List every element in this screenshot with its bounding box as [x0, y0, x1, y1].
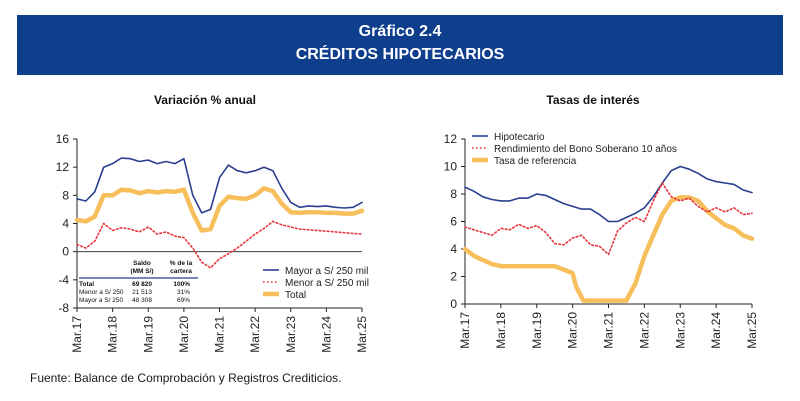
x-tick-label: Mar.20: [177, 316, 191, 353]
y-tick-label: 6: [450, 215, 457, 229]
inset-cell: Mayor a S/ 250: [79, 297, 123, 304]
series-line-2: [76, 220, 363, 269]
x-tick-label: Mar.21: [602, 312, 616, 349]
y-tick-label: 2: [450, 270, 457, 284]
legend-item-label: Tasa de referencia: [494, 156, 577, 167]
legend-item-label: Total: [285, 290, 306, 301]
x-tick-label: Mar.17: [458, 312, 472, 349]
x-tick-label: Mar.23: [284, 316, 298, 353]
chart-banner: Gráfico 2.4 CRÉDITOS HIPOTECARIOS: [17, 15, 783, 75]
legend-item-label: Menor a S/ 250 mil: [285, 278, 369, 289]
inset-cell: 31%: [177, 289, 190, 296]
chart-title: Tasas de interés: [546, 93, 639, 107]
x-tick-label: Mar.22: [637, 312, 651, 349]
inset-cell: Total: [79, 281, 94, 288]
x-tick-label: Mar.22: [248, 316, 262, 353]
x-tick-label: Mar.24: [709, 312, 723, 349]
chart-variacion-anual: Variación % anual -8 -4 0 4 8 12 16 Mar.17 Mar.18…: [56, 93, 369, 353]
inset-header: % de la: [170, 260, 193, 267]
y-tick-label: -8: [58, 301, 69, 315]
x-tick-label: Mar.19: [530, 312, 544, 349]
x-tick-label: Mar.25: [745, 312, 759, 349]
source-note: Fuente: Balance de Comprobación y Regist…: [30, 371, 342, 385]
y-tick-label: -4: [58, 273, 69, 287]
y-tick-label: 10: [444, 160, 458, 174]
series-line-2: [464, 182, 753, 256]
y-tick-label: 4: [450, 242, 457, 256]
inset-cell: 21 513: [132, 289, 152, 296]
y-tick-label: 0: [450, 297, 457, 311]
inset-cell: 100%: [173, 281, 190, 288]
x-tick-label: Mar.18: [494, 312, 508, 349]
legend-item-label: Mayor a S/ 250 mil: [285, 266, 368, 277]
series-line-3: [462, 195, 755, 303]
x-tick-label: Mar.20: [566, 312, 580, 349]
inset-cell: 69 820: [132, 281, 152, 288]
legend-item-label: Rendimiento del Bono Soberano 10 años: [494, 144, 677, 155]
inset-cell: 48 308: [132, 297, 152, 304]
y-tick-label: 8: [62, 188, 69, 202]
y-tick-label: 16: [56, 132, 70, 146]
inset-cell: Menor a S/ 250: [79, 289, 124, 296]
y-tick-label: 0: [62, 245, 69, 259]
inset-cell: 69%: [177, 297, 190, 304]
y-tick-label: 12: [444, 132, 458, 146]
series-line-3: [74, 186, 365, 233]
y-tick-label: 4: [62, 217, 69, 231]
x-tick-label: Mar.17: [70, 316, 84, 353]
inset-header: Saldo: [133, 260, 151, 267]
series-line-1: [76, 157, 363, 214]
inset-header: (MM S/): [130, 268, 153, 275]
x-tick-label: Mar.19: [141, 316, 155, 353]
legend-item-label: Hipotecario: [494, 132, 545, 143]
x-tick-label: Mar.24: [319, 316, 333, 353]
x-tick-label: Mar.23: [673, 312, 687, 349]
x-tick-label: Mar.18: [106, 316, 120, 353]
x-tick-label: Mar.21: [213, 316, 227, 353]
series-line-1: [464, 165, 753, 223]
chart-tasas-interes: Tasas de interés 0 2 4 6 8 10 12 Mar.17 Mar.18 Mar…: [444, 93, 759, 349]
y-tick-label: 12: [56, 160, 70, 174]
figure-title: CRÉDITOS HIPOTECARIOS: [295, 46, 505, 63]
inset-header: cartera: [170, 268, 192, 275]
figure-number: Gráfico 2.4: [358, 23, 442, 40]
x-tick-label: Mar.25: [355, 316, 369, 353]
chart-title: Variación % anual: [154, 93, 256, 107]
y-tick-label: 8: [450, 187, 457, 201]
